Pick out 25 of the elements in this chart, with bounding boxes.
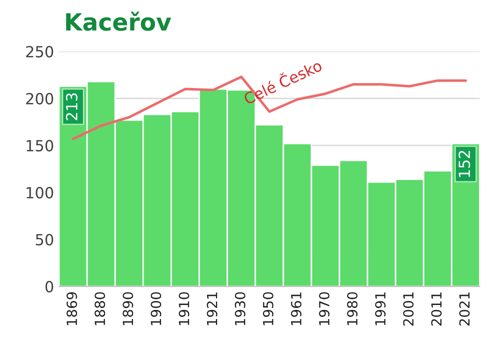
text: Celé Česko xyxy=(242,56,323,105)
x-tick-label: 2001 xyxy=(403,292,414,326)
x-tick-label: 1970 xyxy=(318,292,330,326)
x-tick-label: 1961 xyxy=(290,292,302,326)
x-tick-label: 1950 xyxy=(262,292,274,326)
y-tick-label: 250 xyxy=(26,46,54,58)
x-tick-label: 1991 xyxy=(375,292,386,326)
x-tick-label: 2011 xyxy=(431,292,442,326)
y-tick-label: 100 xyxy=(26,186,54,198)
x-tick-label: 1880 xyxy=(94,292,106,326)
y-tick-label: 150 xyxy=(26,140,54,152)
chart-title: Kaceřov xyxy=(66,12,172,31)
x-tick-label: 1910 xyxy=(178,292,190,326)
x-tick-label: 1869 xyxy=(66,292,78,326)
y-tick-label: 0 xyxy=(45,280,54,292)
x-tick-label: 1890 xyxy=(122,292,134,326)
data-label: 152 xyxy=(458,150,470,177)
y-tick-label: 200 xyxy=(26,92,54,104)
x-tick-label: 1900 xyxy=(150,292,162,326)
data-label: 213 xyxy=(66,93,78,120)
x-tick-label: 2021 xyxy=(459,292,470,326)
x-tick-label: 1980 xyxy=(347,292,358,326)
x-tick-label: 1930 xyxy=(234,292,246,326)
y-tick-label: 50 xyxy=(36,234,54,246)
x-tick-label: 1921 xyxy=(206,292,218,326)
